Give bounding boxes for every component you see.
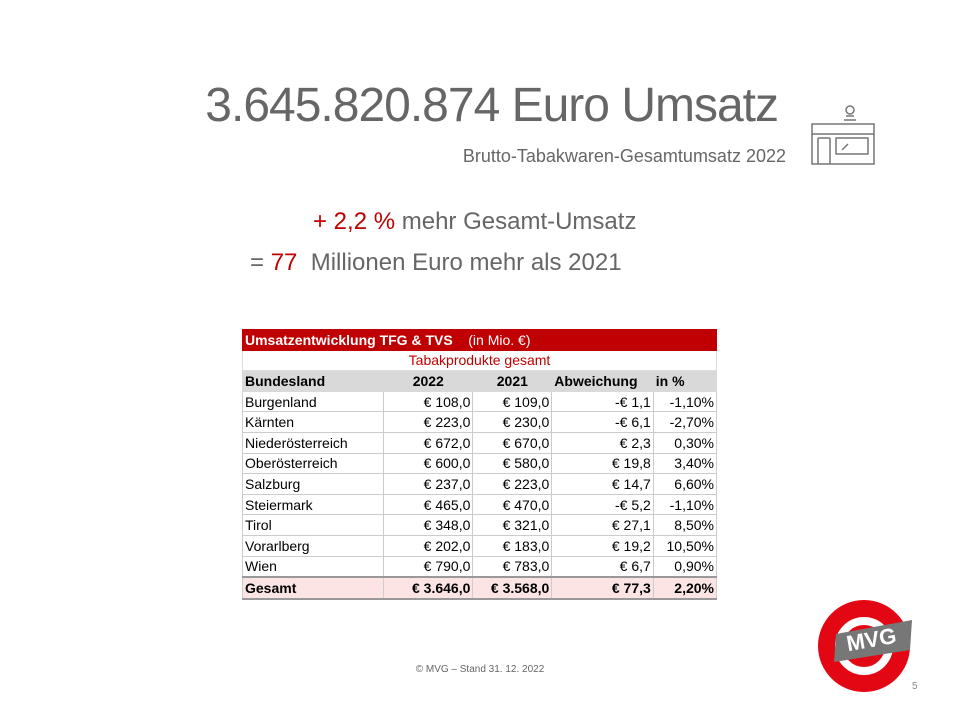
table-cell: € 77,3 [551,576,654,600]
logo: MVG [818,600,912,692]
table-row: Wien € 790,0 € 783,0 € 6,7 0,90% [241,555,718,578]
table-row: Oberösterreich € 600,0 € 580,0 € 19,8 3,40% [241,452,718,475]
table-cell: Wien [241,555,385,578]
table-cell: Niederösterreich [241,431,385,454]
table-cell: -€ 5,2 [551,493,654,516]
table-cell: € 465,0 [383,493,474,516]
table-cell: in % [652,370,718,392]
table-cell: -1,10% [652,390,718,413]
table-cell: € 109,0 [472,390,553,413]
table-cell: Kärnten [241,411,385,433]
table-cell: € 3.646,0 [383,576,474,600]
accent: + 2,2 % [313,208,396,235]
table-cell: € 108,0 [383,390,474,413]
table-cell: € 14,7 [551,473,654,495]
table-cell: Steiermark [241,493,385,516]
table-subtitle: Tabakprodukte gesamt [242,349,717,372]
table-cell: Abweichung [551,370,654,392]
table-cell: 3,40% [652,452,718,475]
table-cell: Burgenland [241,390,385,413]
table-cell: € 223,0 [383,411,474,433]
table-cell: Salzburg [241,473,385,495]
table-cell: -2,70% [652,411,718,433]
table-cell: Oberösterreich [241,452,385,475]
table-cell: Vorarlberg [241,534,385,557]
table-cell: 2022 [383,370,474,392]
highlight-line: = 77 Millionen Euro mehr als 2021 [250,249,622,277]
table-cell: 6,60% [652,473,718,495]
table-row: Tirol € 348,0 € 321,0 € 27,1 8,50% [241,514,718,536]
table-cell: € 580,0 [472,452,553,475]
table-cell: 8,50% [652,514,718,536]
table-row: Burgenland € 108,0 € 109,0 -€ 1,1 -1,10% [241,390,718,413]
table-row: Salzburg € 237,0 € 223,0 € 14,7 6,60% [241,473,718,495]
footer: © MVG – Stand 31. 12. 2022 [415,664,545,675]
table-cell: -€ 1,1 [551,390,654,413]
page-number: 5 [912,681,918,692]
table-cell: 2021 [472,370,553,392]
table-cell: € 348,0 [383,514,474,536]
table-cell: € 27,1 [551,514,654,536]
table-cell: € 670,0 [472,431,553,454]
table-row: Gesamt € 3.646,0 € 3.568,0 € 77,3 2,20% [241,576,718,600]
table-cell: 2,20% [652,576,718,600]
subtitle: Brutto-Tabakwaren-Gesamtumsatz 2022 [462,146,786,166]
table-cell: € 19,8 [551,452,654,475]
revenue-table: Umsatzentwicklung TFG & TVS (in Mio. €) … [241,329,718,600]
table-cell: 10,50% [652,534,718,557]
table-cell: -1,10% [652,493,718,516]
table-cell: € 321,0 [472,514,553,536]
table-cell: 0,90% [652,555,718,578]
prefix: = [250,249,265,276]
shop-icon [811,105,875,165]
table-cell: € 6,7 [551,555,654,578]
highlight-line: + 2,2 % mehr Gesamt-Umsatz [313,208,636,236]
table-cell: € 672,0 [383,431,474,454]
table-cell: € 19,2 [551,534,654,557]
table-cell: € 3.568,0 [472,576,553,600]
table-title: Umsatzentwicklung TFG & TVS [245,331,453,348]
table-subtitle-row: Tabakprodukte gesamt [242,349,717,372]
table-title-row: Umsatzentwicklung TFG & TVS (in Mio. €) [242,329,717,351]
table-cell: -€ 6,1 [551,411,654,433]
table-cell: € 230,0 [472,411,553,433]
table-row: Kärnten € 223,0 € 230,0 -€ 6,1 -2,70% [241,411,718,433]
table-cell: € 783,0 [472,555,553,578]
table-cell: € 2,3 [551,431,654,454]
table-row: Vorarlberg € 202,0 € 183,0 € 19,2 10,50% [241,534,718,557]
table-row: Steiermark € 465,0 € 470,0 -€ 5,2 -1,10% [241,493,718,516]
table-cell: € 470,0 [472,493,553,516]
table-cell: € 600,0 [383,452,474,475]
table-cell: Tirol [241,514,385,536]
table-cell: € 237,0 [383,473,474,495]
table-cell: Bundesland [241,370,385,392]
text: mehr Gesamt-Umsatz [401,208,637,235]
table-cell: € 183,0 [472,534,553,557]
table-unit: (in Mio. €) [468,331,531,348]
text: Millionen Euro mehr als 2021 [310,249,622,276]
table-row: Niederösterreich € 672,0 € 670,0 € 2,3 0,30% [241,431,718,454]
table-cell: € 790,0 [383,555,474,578]
table-row: Bundesland 2022 2021 Abweichung in % [241,370,718,392]
table-cell: € 202,0 [383,534,474,557]
accent: 77 [270,249,298,276]
table-cell: 0,30% [652,431,718,454]
table-cell: Gesamt [241,576,385,600]
title: 3.645.820.874 Euro Umsatz [205,79,779,132]
table-cell: € 223,0 [472,473,553,495]
